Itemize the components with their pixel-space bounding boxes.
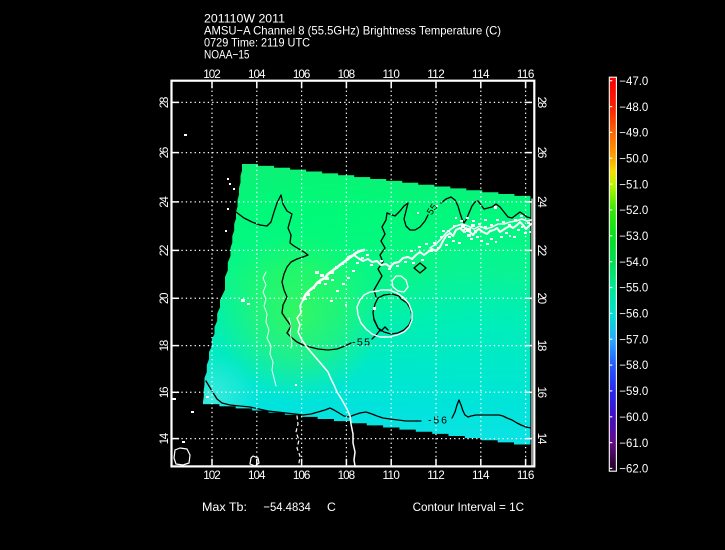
svg-text:24: 24 xyxy=(535,196,548,208)
svg-text:−58.0: −58.0 xyxy=(619,360,648,372)
svg-text:22: 22 xyxy=(158,245,171,257)
svg-text:24: 24 xyxy=(158,196,171,208)
svg-text:102: 102 xyxy=(203,68,221,81)
svg-text:108: 108 xyxy=(338,68,356,81)
svg-text:−48.0: −48.0 xyxy=(619,102,648,114)
svg-text:26: 26 xyxy=(158,147,171,159)
svg-text:110: 110 xyxy=(382,469,400,482)
svg-text:112: 112 xyxy=(427,469,445,482)
svg-text:−52.0: −52.0 xyxy=(619,205,648,217)
svg-text:20: 20 xyxy=(158,292,171,304)
svg-text:104: 104 xyxy=(248,469,266,482)
svg-text:−59.0: −59.0 xyxy=(619,386,648,398)
svg-text:−47.0: −47.0 xyxy=(619,76,648,88)
svg-text:106: 106 xyxy=(293,68,311,81)
svg-text:16: 16 xyxy=(535,387,548,399)
svg-text:114: 114 xyxy=(472,68,490,81)
svg-text:−54.4834: −54.4834 xyxy=(263,500,311,514)
svg-text:−55.0: −55.0 xyxy=(619,283,648,295)
svg-text:NOAA−15: NOAA−15 xyxy=(204,48,250,62)
svg-text:−56.0: −56.0 xyxy=(619,309,648,321)
svg-text:C: C xyxy=(327,500,336,514)
svg-text:106: 106 xyxy=(293,469,311,482)
svg-text:114: 114 xyxy=(472,469,490,482)
svg-text:14: 14 xyxy=(158,432,171,444)
svg-text:201110W 2011: 201110W 2011 xyxy=(204,12,285,26)
svg-text:−54.0: −54.0 xyxy=(619,257,648,269)
svg-text:AMSU−A Channel 8 (55.5GHz) Bri: AMSU−A Channel 8 (55.5GHz) Brightness Te… xyxy=(204,24,501,38)
svg-text:18: 18 xyxy=(158,340,171,352)
svg-text:26: 26 xyxy=(535,147,548,159)
svg-text:−50.0: −50.0 xyxy=(619,153,648,165)
svg-text:110: 110 xyxy=(382,68,400,81)
svg-text:116: 116 xyxy=(517,68,535,81)
svg-text:−57.0: −57.0 xyxy=(619,334,648,346)
svg-text:−61.0: −61.0 xyxy=(619,438,648,450)
svg-text:16: 16 xyxy=(158,387,171,399)
svg-text:−60.0: −60.0 xyxy=(619,412,648,424)
svg-text:112: 112 xyxy=(427,68,445,81)
svg-text:Contour Interval = 1C: Contour Interval = 1C xyxy=(413,500,525,514)
svg-text:−49.0: −49.0 xyxy=(619,128,648,140)
svg-text:28: 28 xyxy=(535,97,548,109)
svg-text:-56: -56 xyxy=(428,415,447,427)
svg-text:−62.0: −62.0 xyxy=(619,464,648,476)
svg-text:102: 102 xyxy=(203,469,221,482)
svg-text:28: 28 xyxy=(158,97,171,109)
svg-text:−53.0: −53.0 xyxy=(619,231,648,243)
svg-text:0729 Time: 2119 UTC: 0729 Time: 2119 UTC xyxy=(204,36,310,50)
svg-text:18: 18 xyxy=(535,340,548,352)
svg-text:108: 108 xyxy=(338,469,356,482)
svg-text:104: 104 xyxy=(248,68,266,81)
svg-text:116: 116 xyxy=(517,469,535,482)
svg-text:22: 22 xyxy=(535,245,548,257)
svg-text:14: 14 xyxy=(535,433,548,445)
svg-text:−51.0: −51.0 xyxy=(619,179,648,191)
svg-text:20: 20 xyxy=(535,293,548,305)
svg-text:-55: -55 xyxy=(352,337,370,349)
svg-text:Max Tb:: Max Tb: xyxy=(202,500,247,514)
